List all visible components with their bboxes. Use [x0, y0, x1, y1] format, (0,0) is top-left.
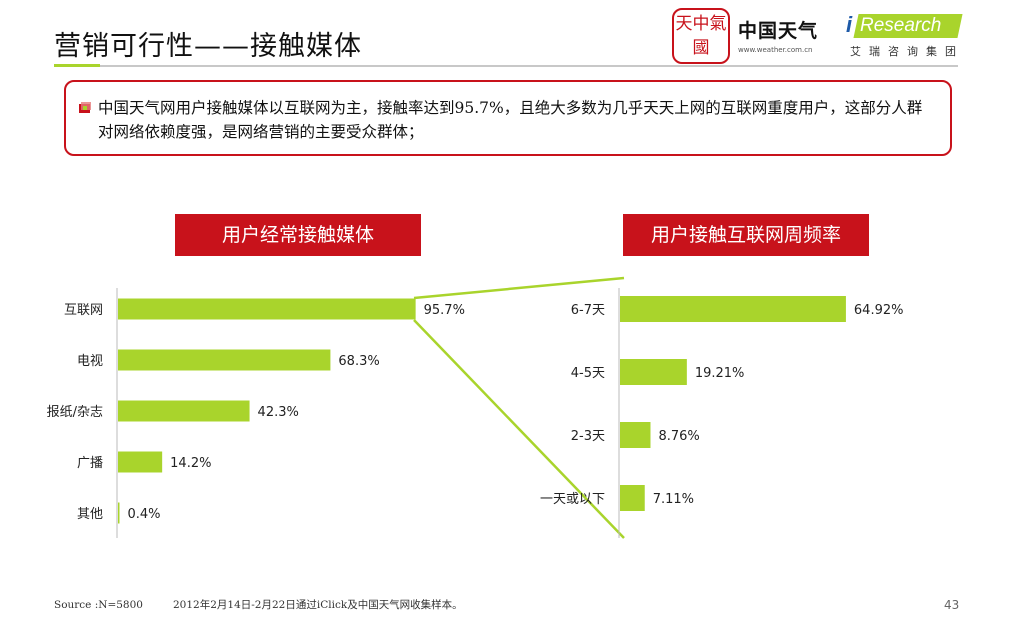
iresearch-logo-word: Research [860, 15, 942, 36]
media-bar [118, 298, 416, 320]
media-value-label: 14.2% [170, 456, 211, 471]
media-category-label: 电视 [77, 354, 103, 369]
frequency-bar [620, 422, 651, 448]
chart-title-frequency: 用户接触互联网周频率 [623, 214, 869, 256]
title-underline-accent [54, 64, 100, 67]
frequency-bar [620, 296, 846, 322]
media-value-label: 95.7% [424, 303, 465, 318]
frequency-bar [620, 485, 645, 511]
media-value-label: 0.4% [128, 507, 161, 522]
frequency-value-label: 8.76% [658, 429, 699, 444]
media-bar [118, 451, 163, 473]
frequency-value-label: 64.92% [854, 303, 904, 318]
chart-frequency: 6-7天 64.92% 4-5天 19.21% 2-3天 8.76% 一天或以下 7.11% [540, 288, 904, 538]
weather-logo: 天中氣國 中国天气 www.weather.com.cn [672, 6, 832, 64]
connector-top [413, 276, 625, 300]
frequency-category-label: 一天或以下 [540, 492, 605, 507]
summary-callout: 中国天气网用户接触媒体以互联网为主，接触率达到95.7%，且绝大多数为几乎天天上… [64, 80, 952, 156]
source-note: Source :N=5800 2012年2月14日-2月22日通过iClick及中… [54, 597, 463, 612]
media-category-label: 报纸/杂志 [47, 405, 103, 420]
media-category-label: 其他 [77, 507, 103, 522]
frequency-value-label: 19.21% [695, 366, 745, 381]
iresearch-logo-i: i [846, 12, 853, 37]
frequency-category-label: 6-7天 [571, 303, 605, 318]
connector-bottom [413, 319, 625, 539]
media-category-label: 广播 [77, 456, 103, 471]
bullet-icon [79, 102, 91, 113]
media-bar [118, 349, 331, 371]
media-value-label: 68.3% [338, 354, 379, 369]
media-category-label: 互联网 [64, 303, 103, 318]
chart-media: 互联网 95.7% 电视 68.3% 报纸/杂志 42.3% 广播 14.2% 其他 0.4% [47, 288, 465, 538]
iresearch-logo-cn: 艾瑞咨询集团 [850, 45, 964, 58]
frequency-category-label: 4-5天 [571, 366, 605, 381]
iresearch-logo: i Research 艾瑞咨询集团 [844, 12, 964, 62]
media-bar [118, 400, 250, 422]
frequency-category-label: 2-3天 [571, 429, 605, 444]
page-number: 43 [944, 598, 960, 612]
weather-seal-icon: 天中氣國 [672, 8, 730, 64]
chart-title-media: 用户经常接触媒体 [175, 214, 421, 256]
source-description: 2012年2月14日-2月22日通过iClick及中国天气网收集样本。 [172, 599, 463, 611]
source-sample: Source :N=5800 [54, 599, 143, 611]
media-bar [118, 502, 120, 524]
page-title: 营销可行性——接触媒体 [54, 31, 362, 62]
frequency-bar [620, 359, 687, 385]
weather-logo-name: 中国天气 [738, 20, 819, 42]
media-value-label: 42.3% [258, 405, 299, 420]
frequency-value-label: 7.11% [653, 492, 694, 507]
title-underline [100, 65, 958, 67]
weather-logo-url: www.weather.com.cn [738, 46, 813, 54]
summary-text: 中国天气网用户接触媒体以互联网为主，接触率达到95.7%，且绝大多数为几乎天天上… [98, 99, 923, 141]
